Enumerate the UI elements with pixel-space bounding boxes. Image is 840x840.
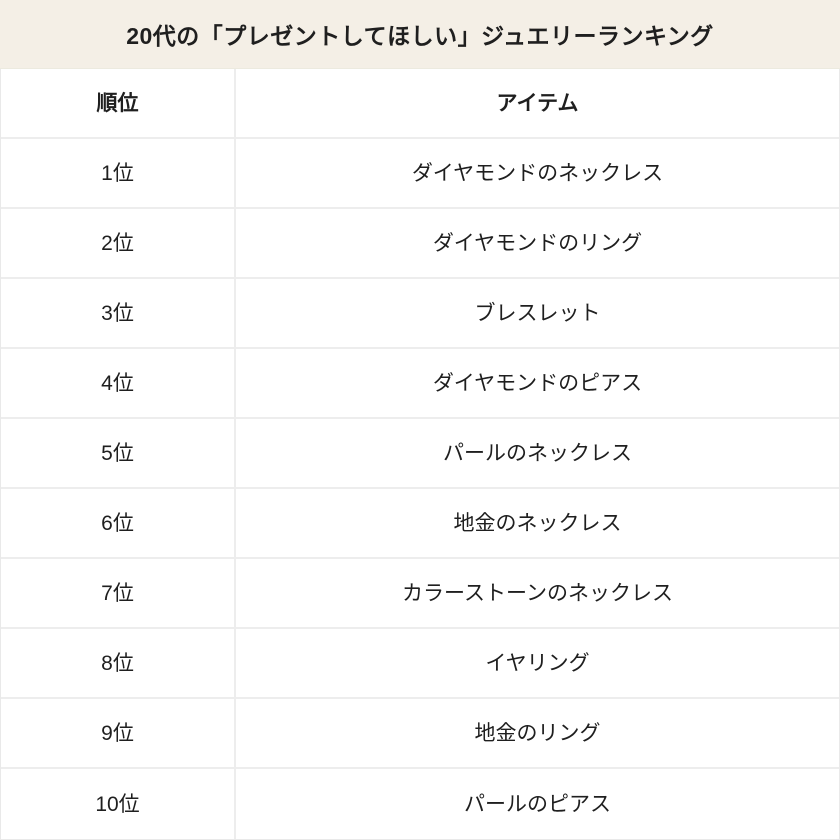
table-row: 7位 カラーストーンのネックレス bbox=[1, 559, 839, 629]
rank-cell: 8位 bbox=[1, 629, 236, 697]
table-row: 2位 ダイヤモンドのリング bbox=[1, 209, 839, 279]
table-title: 20代の「プレゼントしてほしい」ジュエリーランキング bbox=[0, 0, 840, 69]
item-cell: ダイヤモンドのピアス bbox=[432, 371, 643, 395]
rank-cell: 1位 bbox=[1, 139, 236, 207]
rank-cell: 7位 bbox=[1, 559, 236, 627]
rank-column-header: 順位 bbox=[1, 69, 236, 137]
item-cell: カラーストーンのネックレス bbox=[402, 581, 673, 605]
item-column-header: アイテム bbox=[496, 91, 579, 115]
rank-cell: 6位 bbox=[1, 489, 236, 557]
item-cell: イヤリング bbox=[485, 651, 590, 675]
table-row: 3位 ブレスレット bbox=[1, 279, 839, 349]
table-row: 1位 ダイヤモンドのネックレス bbox=[1, 139, 839, 209]
rank-cell: 4位 bbox=[1, 349, 236, 417]
table-header-row: 順位 アイテム bbox=[1, 69, 839, 139]
item-cell: ダイヤモンドのネックレス bbox=[411, 161, 664, 185]
rank-cell: 10位 bbox=[1, 769, 236, 839]
ranking-table: 順位 アイテム 1位 ダイヤモンドのネックレス 2位 ダイヤモンドのリング 3位… bbox=[0, 69, 840, 840]
item-cell: パールのネックレス bbox=[443, 441, 632, 465]
item-cell: 地金のリング bbox=[474, 721, 601, 745]
table-row: 8位 イヤリング bbox=[1, 629, 839, 699]
item-cell: ダイヤモンドのリング bbox=[432, 231, 643, 255]
item-cell: パールのピアス bbox=[464, 792, 611, 816]
rank-cell: 9位 bbox=[1, 699, 236, 767]
table-row: 6位 地金のネックレス bbox=[1, 489, 839, 559]
item-cell: ブレスレット bbox=[474, 301, 601, 325]
table-row: 9位 地金のリング bbox=[1, 699, 839, 769]
rank-cell: 2位 bbox=[1, 209, 236, 277]
table-row: 4位 ダイヤモンドのピアス bbox=[1, 349, 839, 419]
item-cell: 地金のネックレス bbox=[453, 511, 622, 535]
rank-cell: 5位 bbox=[1, 419, 236, 487]
table-row: 5位 パールのネックレス bbox=[1, 419, 839, 489]
rank-cell: 3位 bbox=[1, 279, 236, 347]
table-row: 10位 パールのピアス bbox=[1, 769, 839, 839]
